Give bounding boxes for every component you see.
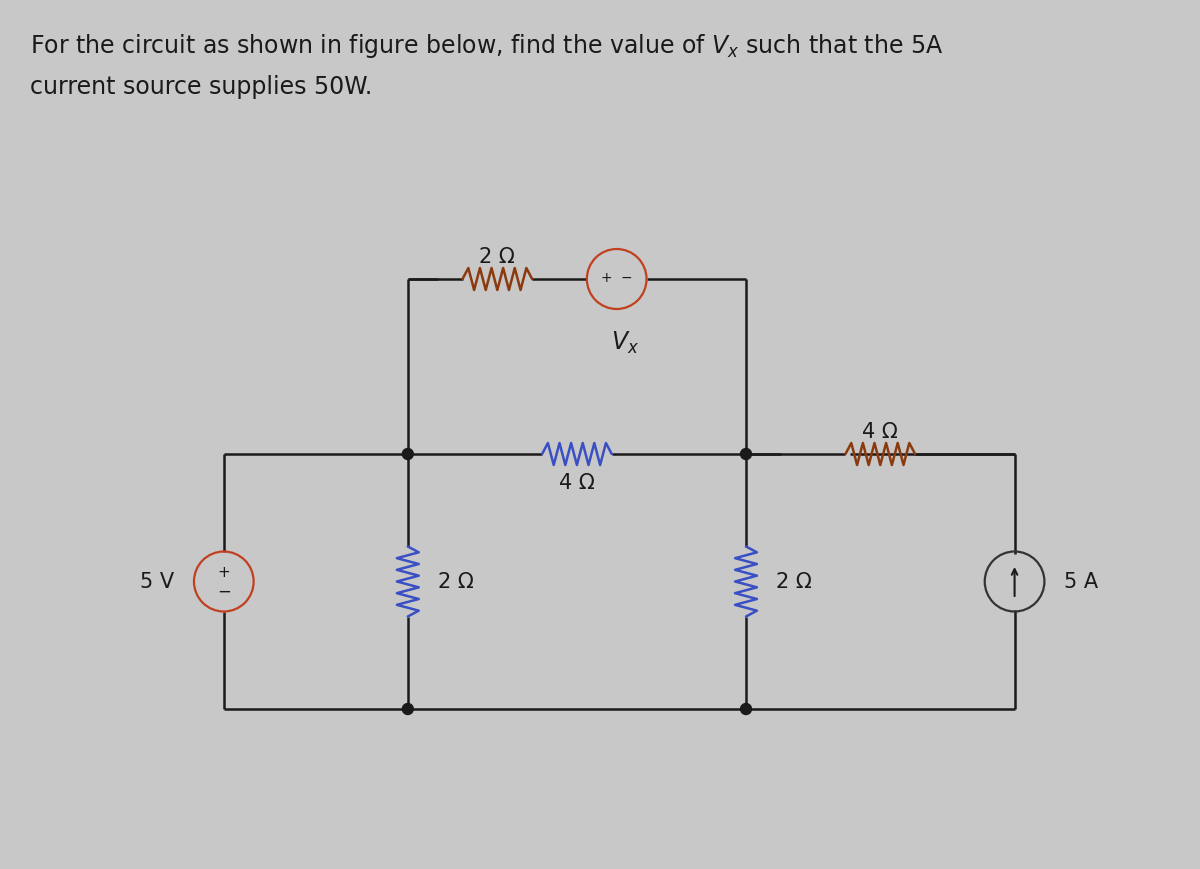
Text: +: + bbox=[217, 564, 230, 580]
Circle shape bbox=[402, 704, 413, 714]
Text: 2 Ω: 2 Ω bbox=[480, 247, 515, 267]
Text: −: − bbox=[217, 582, 230, 600]
Text: 4 Ω: 4 Ω bbox=[559, 473, 595, 493]
Circle shape bbox=[740, 449, 751, 460]
Text: current source supplies 50W.: current source supplies 50W. bbox=[30, 75, 372, 99]
Text: 2 Ω: 2 Ω bbox=[438, 572, 474, 592]
Text: 5 A: 5 A bbox=[1064, 572, 1098, 592]
Text: For the circuit as shown in figure below, find the value of $V_x$ such that the : For the circuit as shown in figure below… bbox=[30, 32, 943, 60]
Text: 2 Ω: 2 Ω bbox=[776, 572, 811, 592]
Text: +: + bbox=[601, 270, 612, 285]
Circle shape bbox=[402, 449, 413, 460]
Circle shape bbox=[740, 704, 751, 714]
Text: $V_x$: $V_x$ bbox=[611, 329, 638, 355]
Text: 4 Ω: 4 Ω bbox=[863, 421, 898, 441]
Text: 5 V: 5 V bbox=[140, 572, 174, 592]
Text: −: − bbox=[620, 270, 632, 285]
